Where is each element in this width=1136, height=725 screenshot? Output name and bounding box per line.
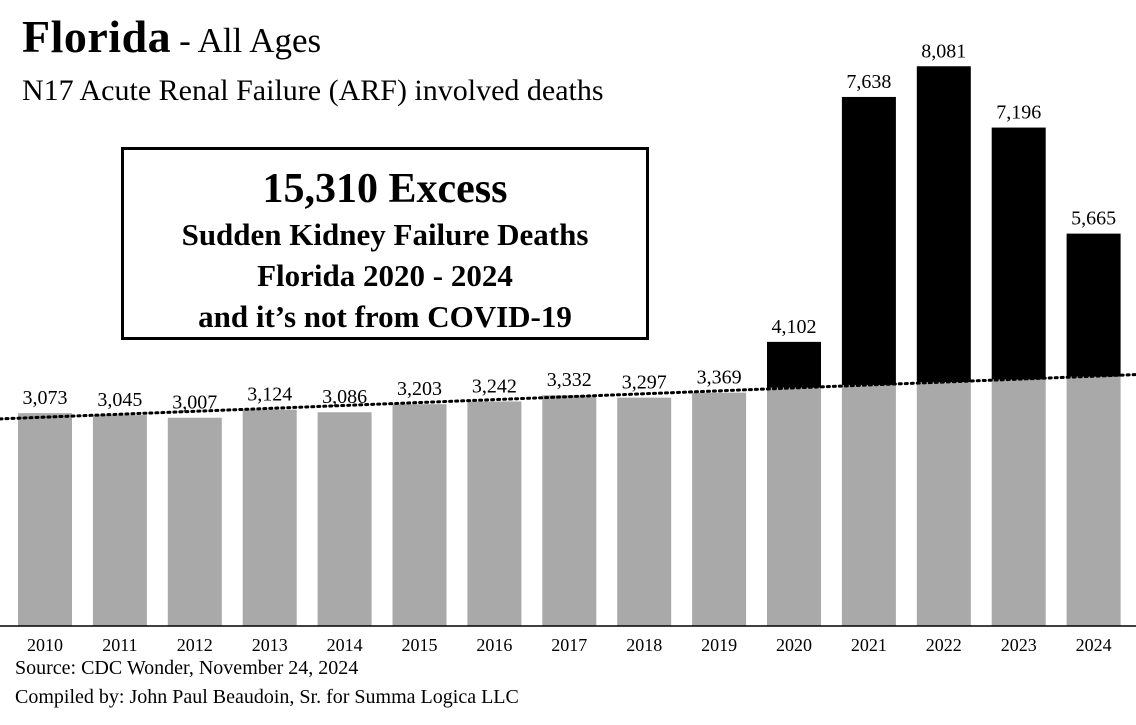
x-tick-labels-group: 2010 2011 2012 2013 2014 2015 2016 2017 2018 2019… (27, 635, 1112, 655)
baseline-bar-2014 (317, 412, 372, 626)
callout-line-2: Florida 2020 - 2024 (257, 258, 513, 293)
value-labels-group: 3,073 3,045 3,007 3,124 3,086 3,203 3,242 3,332… (23, 40, 1117, 413)
callout-headline: 15,310 Excess (262, 166, 508, 212)
value-label-2018: 3,297 (622, 372, 667, 394)
baseline-bar-2021 (841, 384, 896, 626)
excess-bar-2022 (916, 66, 971, 383)
callout-line-3: and it’s not from COVID-19 (198, 299, 572, 334)
baseline-bar-2010 (18, 413, 72, 626)
x-tick-label-2011: 2011 (102, 635, 137, 655)
value-label-2017: 3,332 (547, 369, 592, 391)
x-tick-label-2021: 2021 (851, 635, 887, 655)
value-label-2010: 3,073 (23, 387, 68, 409)
baseline-bar-2013 (242, 409, 297, 626)
baseline-bar-2015 (392, 404, 447, 626)
baseline-bar-2019 (692, 392, 747, 626)
x-tick-label-2023: 2023 (1001, 635, 1037, 655)
value-label-2021: 7,638 (846, 71, 891, 93)
value-label-2014: 3,086 (322, 386, 367, 408)
title-state: Florida (22, 11, 172, 62)
value-label-2020: 4,102 (772, 316, 817, 338)
value-label-2022: 8,081 (921, 40, 966, 62)
value-label-2012: 3,007 (172, 392, 217, 414)
baseline-bar-2020 (767, 387, 821, 626)
x-tick-label-2013: 2013 (252, 635, 288, 655)
value-label-2013: 3,124 (247, 384, 292, 406)
x-tick-label-2020: 2020 (776, 635, 812, 655)
baseline-bar-2011 (92, 415, 147, 626)
baseline-bar-2022 (916, 382, 971, 626)
value-label-2024: 5,665 (1071, 208, 1116, 230)
bars-group (18, 66, 1121, 626)
x-tick-label-2024: 2024 (1076, 635, 1112, 655)
x-tick-label-2010: 2010 (27, 635, 63, 655)
x-tick-label-2012: 2012 (177, 635, 213, 655)
x-tick-label-2015: 2015 (402, 635, 438, 655)
source-note: Source: CDC Wonder, November 24, 2024 (15, 657, 359, 679)
baseline-bar-2024 (1066, 376, 1121, 626)
x-tick-label-2014: 2014 (327, 635, 363, 655)
excess-bar-2023 (991, 127, 1046, 380)
excess-bar-2021 (841, 96, 896, 385)
x-tick-label-2019: 2019 (701, 635, 737, 655)
baseline-bar-2016 (467, 401, 522, 626)
trend-line (0, 373, 1136, 421)
compiled-by-note: Compiled by: John Paul Beaudoin, Sr. for… (15, 686, 519, 708)
chart-subtitle: N17 Acute Renal Failure (ARF) involved d… (22, 74, 604, 107)
excess-callout-box: 15,310 Excess Sudden Kidney Failure Deat… (121, 147, 649, 340)
value-label-2023: 7,196 (996, 102, 1041, 124)
value-label-2019: 3,369 (697, 367, 742, 389)
excess-bar-2020 (767, 341, 821, 388)
x-tick-label-2016: 2016 (476, 635, 512, 655)
baseline-bar-2017 (542, 395, 597, 626)
value-label-2016: 3,242 (472, 375, 517, 397)
chart-title: Florida - All Ages (22, 10, 321, 63)
x-tick-label-2018: 2018 (626, 635, 662, 655)
x-tick-label-2022: 2022 (926, 635, 962, 655)
baseline-bar-2012 (167, 417, 222, 626)
title-suffix: - All Ages (179, 21, 322, 60)
excess-bar-2024 (1066, 233, 1121, 377)
value-label-2011: 3,045 (97, 389, 142, 411)
callout-line-1: Sudden Kidney Failure Deaths (181, 217, 589, 252)
baseline-bar-2023 (991, 379, 1046, 626)
x-tick-label-2017: 2017 (551, 635, 587, 655)
baseline-bar-2018 (617, 397, 672, 626)
value-label-2015: 3,203 (397, 378, 442, 400)
